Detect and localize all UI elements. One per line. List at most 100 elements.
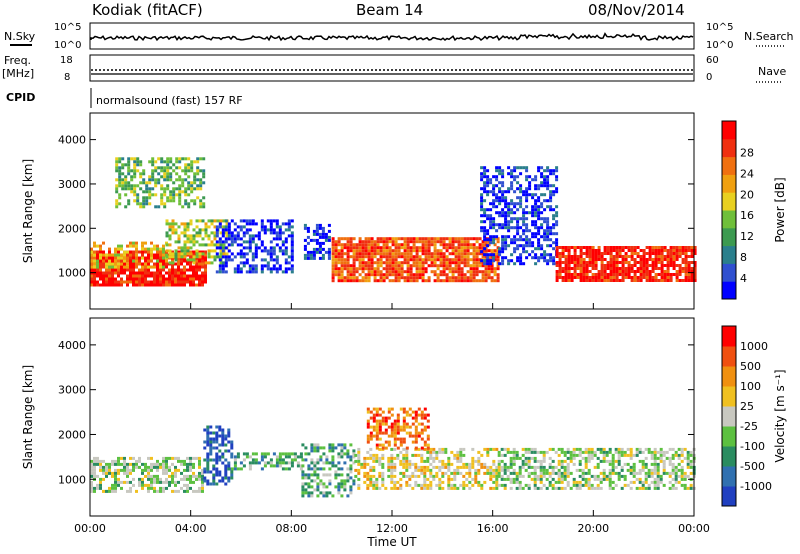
data-cell [500, 447, 504, 451]
data-cell [321, 232, 325, 236]
data-cell [186, 465, 189, 469]
data-cell [650, 450, 654, 454]
data-cell [233, 270, 237, 274]
data-cell [163, 175, 167, 179]
data-cell [375, 407, 379, 411]
data-cell [403, 249, 407, 253]
data-cell [93, 259, 96, 263]
data-cell [321, 226, 325, 230]
data-cell [564, 246, 568, 249]
data-cell [585, 273, 589, 276]
data-cell [522, 220, 526, 224]
data-cell [260, 243, 264, 247]
data-cell [132, 253, 135, 257]
data-cell [99, 265, 102, 269]
data-cell [387, 468, 391, 472]
data-cell [590, 483, 594, 487]
data-cell [596, 477, 600, 481]
data-cell [683, 477, 687, 481]
data-cell [408, 425, 412, 429]
data-cell [582, 252, 586, 255]
data-cell [215, 446, 219, 450]
data-cell [393, 419, 397, 423]
data-cell [596, 474, 600, 478]
data-cell [578, 468, 582, 472]
data-cell [501, 175, 505, 179]
data-cell [504, 190, 508, 194]
nsky-label: N.Sky [4, 30, 36, 43]
data-cell [495, 468, 499, 472]
data-cell [370, 237, 374, 241]
data-cell [615, 258, 619, 261]
data-cell [424, 252, 428, 256]
data-cell [275, 225, 279, 229]
data-cell [630, 252, 634, 255]
data-cell [466, 255, 470, 259]
data-cell [165, 231, 169, 235]
data-cell [660, 249, 664, 252]
data-cell [316, 458, 320, 462]
data-cell [375, 422, 379, 426]
data-cell [495, 199, 499, 203]
data-cell [521, 474, 525, 478]
data-cell [96, 274, 99, 278]
data-cell [245, 222, 249, 226]
data-cell [427, 255, 431, 259]
data-cell [402, 456, 406, 460]
data-cell [483, 447, 487, 451]
data-cell [597, 258, 601, 261]
data-cell [150, 259, 153, 263]
data-cell [168, 274, 171, 278]
freq-label-2: [MHz] [2, 67, 34, 80]
data-cell [331, 252, 335, 256]
data-cell [227, 479, 231, 483]
data-cell [337, 243, 341, 247]
cpid-label: CPID [6, 91, 35, 104]
data-cell [230, 452, 234, 456]
data-cell [651, 279, 655, 282]
data-cell [242, 464, 246, 468]
data-cell [684, 279, 688, 282]
data-cell [454, 267, 458, 271]
data-cell [352, 479, 356, 483]
data-cell [489, 241, 493, 245]
data-cell [105, 283, 108, 287]
data-cell [639, 267, 643, 270]
data-cell [340, 246, 344, 250]
data-cell [145, 199, 149, 203]
data-cell [111, 459, 114, 463]
data-cell [248, 228, 252, 232]
colorbar-segment [722, 121, 736, 140]
data-cell [641, 483, 645, 487]
data-cell [674, 486, 678, 490]
data-cell [150, 474, 153, 478]
data-cell [621, 255, 625, 258]
data-cell [527, 474, 531, 478]
data-cell [198, 489, 201, 493]
data-cell [245, 270, 249, 274]
data-cell [642, 252, 646, 255]
data-cell [202, 172, 206, 176]
data-cell [453, 486, 457, 490]
data-cell [397, 264, 401, 268]
data-cell [352, 452, 356, 456]
data-cell [436, 276, 440, 280]
data-cell [373, 255, 377, 259]
data-cell [451, 273, 455, 277]
data-cell [394, 258, 398, 262]
data-cell [316, 443, 320, 447]
data-cell [510, 259, 514, 263]
data-cell [245, 246, 249, 250]
data-cell [372, 480, 376, 484]
data-cell [340, 252, 344, 256]
data-cell [525, 241, 529, 245]
data-cell [160, 196, 164, 200]
data-cell [165, 271, 168, 275]
data-cell [546, 187, 550, 191]
data-cell [189, 274, 192, 278]
data-cell [518, 468, 522, 472]
data-cell [507, 259, 511, 263]
data-cell [266, 261, 270, 265]
data-cell [166, 199, 170, 203]
nave-tick-top: 60 [706, 55, 719, 66]
